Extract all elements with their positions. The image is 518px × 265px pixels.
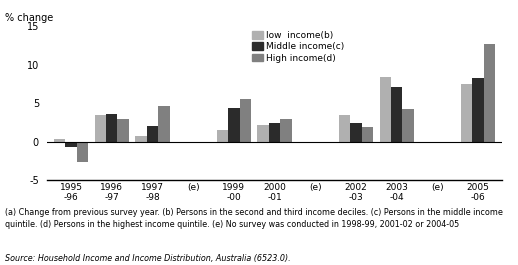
Bar <box>118 120 129 142</box>
Text: Source: Household Income and Income Distribution, Australia (6523.0).: Source: Household Income and Income Dist… <box>5 254 291 263</box>
Bar <box>402 109 414 142</box>
Bar <box>484 44 495 142</box>
Legend: low  income(b), Middle income(c), High income(d): low income(b), Middle income(c), High in… <box>252 31 344 63</box>
Text: % change: % change <box>5 12 53 23</box>
Bar <box>339 115 350 142</box>
Bar <box>158 106 169 142</box>
Bar <box>147 126 158 142</box>
Bar <box>472 78 484 142</box>
Bar <box>461 84 472 142</box>
Bar <box>135 136 147 142</box>
Bar <box>217 130 228 142</box>
Bar <box>269 123 280 142</box>
Bar <box>95 115 106 142</box>
Bar <box>380 77 391 142</box>
Bar <box>280 120 292 142</box>
Bar <box>257 125 269 142</box>
Bar <box>65 142 77 147</box>
Bar <box>239 99 251 142</box>
Bar <box>362 127 373 142</box>
Bar <box>391 87 402 142</box>
Bar <box>350 123 362 142</box>
Bar <box>77 142 88 162</box>
Bar <box>106 114 118 142</box>
Bar <box>54 139 65 142</box>
Text: (a) Change from previous survey year. (b) Persons in the second and third income: (a) Change from previous survey year. (b… <box>5 208 503 229</box>
Bar <box>228 108 239 142</box>
